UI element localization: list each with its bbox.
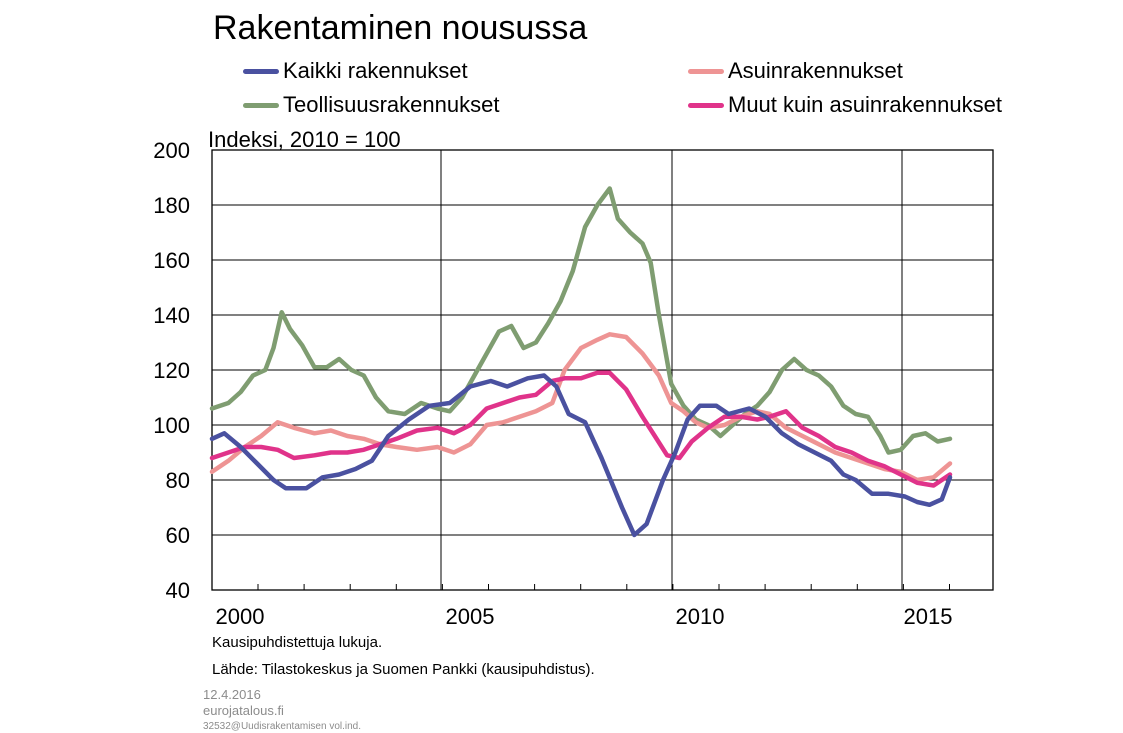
legend-item-teollisuus: Teollisuusrakennukset xyxy=(243,92,499,118)
legend-item-asuin: Asuinrakennukset xyxy=(688,58,903,84)
legend-label-asuin: Asuinrakennukset xyxy=(728,58,903,83)
legend-swatch-muut xyxy=(688,102,724,108)
x-tick-label-2015: 2015 xyxy=(904,604,953,629)
footer-date: 12.4.2016 xyxy=(203,687,261,702)
series-line-muut-kuin-asuinrakennukset xyxy=(209,370,953,488)
y-tick-label-200: 200 xyxy=(153,138,190,163)
y-tick-label-100: 100 xyxy=(153,413,190,438)
footer-code: 32532@Uudisrakentamisen vol.ind. xyxy=(203,721,362,732)
footer-site: eurojatalous.fi xyxy=(203,703,284,718)
legend-label-muut: Muut kuin asuinrakennukset xyxy=(728,92,1002,117)
y-tick-label-40: 40 xyxy=(166,578,190,603)
legend-item-muut: Muut kuin asuinrakennukset xyxy=(688,92,1002,118)
y-tick-label-160: 160 xyxy=(153,248,190,273)
series-line-kaikki-rakennukset xyxy=(209,373,953,538)
legend-swatch-asuin xyxy=(688,68,724,74)
legend-item-kaikki: Kaikki rakennukset xyxy=(243,58,468,84)
legend-swatch-kaikki xyxy=(243,68,279,74)
legend-swatch-teollisuus xyxy=(243,102,279,108)
series-line-asuinrakennukset xyxy=(209,332,953,483)
note-seasonally-adjusted: Kausipuhdistettuja lukuja. xyxy=(212,634,383,651)
unit-label: Indeksi, 2010 = 100 xyxy=(208,127,401,152)
series-line-teollisuusrakennukset xyxy=(209,186,953,455)
x-tick-label-2005: 2005 xyxy=(446,604,495,629)
x-tick-label-2010: 2010 xyxy=(676,604,725,629)
x-tick-label-2000: 2000 xyxy=(216,604,265,629)
y-tick-label-120: 120 xyxy=(153,358,190,383)
legend-label-kaikki: Kaikki rakennukset xyxy=(283,58,468,83)
y-tick-label-60: 60 xyxy=(166,523,190,548)
y-tick-label-140: 140 xyxy=(153,303,190,328)
legend-label-teollisuus: Teollisuusrakennukset xyxy=(283,92,500,117)
y-tick-label-80: 80 xyxy=(166,468,190,493)
chart-title: Rakentaminen nousussa xyxy=(213,9,588,47)
note-source: Lähde: Tilastokeskus ja Suomen Pankki (k… xyxy=(212,661,595,678)
y-tick-label-180: 180 xyxy=(153,193,190,218)
